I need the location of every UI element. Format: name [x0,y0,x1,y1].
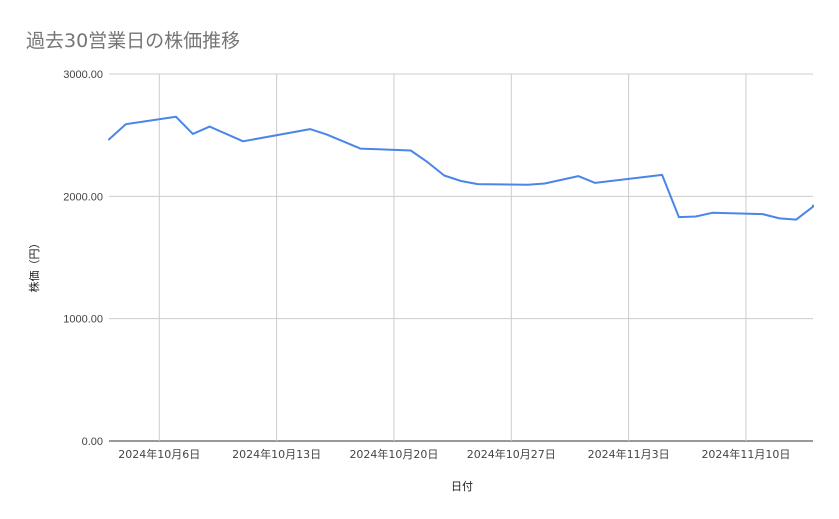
x-tick-labels: 2024年10月6日 2024年10月13日 2024年10月20日 2024年10月… [118,447,790,461]
y-tick-label: 0.00 [82,436,103,448]
y-tick-label: 3000.00 [63,69,103,81]
x-tick-label: 2024年10月20日 [349,447,438,461]
x-tick-label: 2024年10月13日 [232,447,321,461]
y-axis-label: 株価（円） [27,238,41,293]
series-line [108,115,814,221]
x-tick-label: 2024年10月6日 [118,447,200,461]
x-axis-label: 日付 [451,480,473,493]
y-tick-label: 2000.00 [63,191,103,203]
gridlines [109,73,813,442]
x-tick-label: 2024年10月27日 [467,447,556,461]
chart-title: 過去30営業日の株価推移 [26,30,241,52]
y-tick-label: 1000.00 [63,314,103,326]
series-layer [108,115,814,221]
y-tick-labels: 0.00 1000.00 2000.00 3000.00 [63,69,103,448]
x-tick-label: 2024年11月3日 [588,447,670,461]
x-tick-label: 2024年11月10日 [701,447,790,461]
